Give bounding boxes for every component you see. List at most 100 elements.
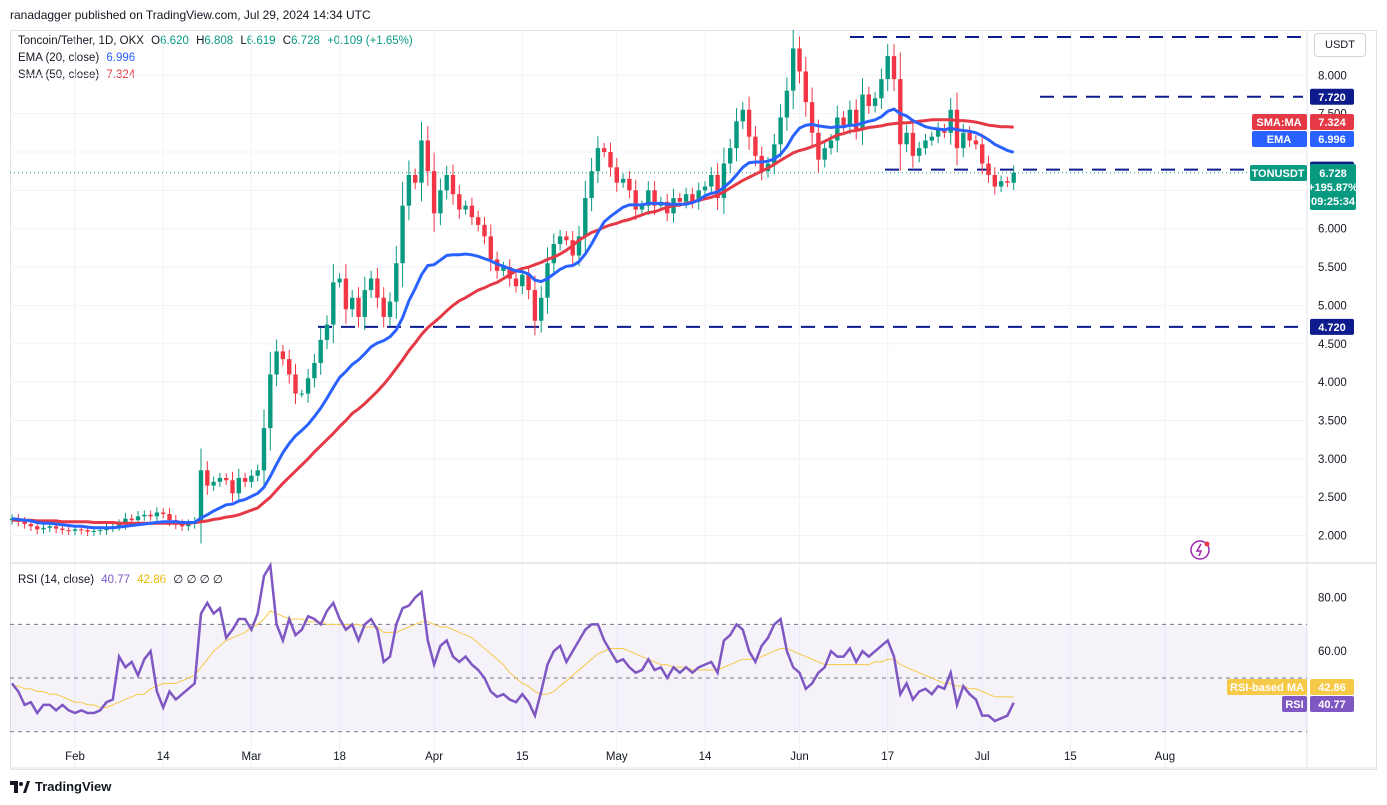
candle-body	[337, 278, 342, 283]
candle-body	[923, 140, 928, 149]
candle-body	[683, 194, 689, 202]
candle-body	[274, 351, 279, 375]
currency-button[interactable]: USDT	[1314, 33, 1366, 57]
ema-tag-value-box	[1310, 131, 1354, 147]
candle-body	[419, 140, 424, 183]
price-tag-value: 6.728	[1319, 168, 1347, 180]
candle-body	[507, 267, 512, 279]
candle-body	[879, 79, 884, 99]
candle-body	[224, 477, 229, 481]
candle-body	[652, 190, 657, 206]
candle-body	[261, 428, 267, 471]
price-tick-label: 8.000	[1318, 70, 1347, 82]
candle-body	[249, 475, 254, 482]
candle-body	[387, 301, 393, 317]
high-label: H	[196, 35, 205, 47]
candle-body	[47, 526, 52, 528]
axes: 8.0007.5006.0005.5005.0004.5004.0003.500…	[65, 70, 1347, 763]
ema-tag-name: EMA	[1267, 134, 1292, 146]
candle-body	[690, 194, 695, 202]
candle-body	[444, 175, 449, 191]
support-resistance-levels	[10, 35, 1307, 328]
candle-body	[980, 144, 985, 164]
candle-body	[299, 393, 304, 395]
candle-body	[167, 514, 172, 521]
candle-body	[381, 297, 386, 317]
sma-tag-name-box	[1252, 114, 1307, 130]
time-tick-label: 15	[1064, 751, 1077, 763]
ema-legend[interactable]: EMA (20, close) 6.996	[18, 52, 139, 64]
candle-body	[463, 205, 468, 210]
candles	[9, 29, 1016, 544]
candle-body	[709, 175, 714, 187]
candle-body	[986, 163, 991, 176]
candle-body	[772, 144, 777, 164]
alert-icon[interactable]	[1190, 540, 1210, 560]
candle-body	[539, 297, 544, 321]
rsi-line	[11, 561, 1015, 723]
candle-body	[627, 178, 632, 191]
candle-body	[148, 514, 153, 517]
price-tick-label: 3.000	[1318, 454, 1347, 466]
price-tick-label: 3.500	[1318, 415, 1347, 427]
candle-body	[759, 155, 764, 172]
symbol-title[interactable]: Toncoin/Tether, 1D, OKX	[18, 35, 144, 47]
candle-body	[917, 148, 922, 156]
candle-body	[854, 109, 859, 129]
candle-body	[646, 190, 651, 206]
price-tick-label: 5.000	[1318, 300, 1347, 312]
candle-body	[998, 181, 1004, 187]
candle-body	[595, 148, 601, 172]
candle-body	[324, 324, 330, 340]
candle-body	[860, 94, 865, 129]
candle-body	[305, 378, 311, 394]
candle-body	[205, 470, 210, 486]
open-label: O	[151, 35, 161, 47]
candle-body	[715, 175, 720, 199]
rsi-tick-label: 60.00	[1318, 646, 1347, 658]
candle-body	[400, 205, 405, 264]
publisher-header: ranadagger published on TradingView.com,…	[10, 8, 371, 22]
grid	[10, 31, 1377, 769]
candle-body	[312, 362, 317, 379]
change-value: +0.109 (+1.65%)	[327, 35, 413, 47]
candle-body	[545, 263, 550, 298]
rsi-extra-values: ∅ ∅ ∅ ∅	[173, 574, 223, 586]
candle-body	[809, 102, 815, 133]
rsi-lines	[11, 561, 1015, 723]
candle-body	[501, 267, 506, 271]
candle-body	[482, 224, 487, 237]
candle-body	[356, 297, 361, 317]
ema-value: 6.996	[106, 52, 136, 64]
price-tag-change: +195.87%	[1308, 182, 1358, 194]
candle-body	[135, 516, 141, 521]
candle-body	[872, 98, 878, 106]
candle-body	[98, 530, 103, 532]
level-tag-label: 7.720	[1318, 92, 1346, 104]
candle-body	[438, 190, 443, 214]
rsi-tick-label: 80.00	[1318, 593, 1347, 605]
time-tick-label: Jun	[790, 751, 809, 763]
candle-body	[450, 175, 456, 195]
price-tick-label: 2.000	[1318, 531, 1347, 543]
time-tick-label: Aug	[1155, 751, 1175, 763]
candle-body	[242, 477, 248, 482]
level-tag	[1310, 88, 1354, 105]
candle-body	[746, 109, 752, 137]
candle-body	[734, 121, 739, 149]
ema-tag-value: 6.996	[1318, 134, 1346, 146]
candle-body	[677, 198, 682, 202]
candle-body	[488, 236, 493, 260]
candle-body	[702, 186, 708, 191]
candle-body	[551, 244, 556, 264]
time-tick-label: Jul	[975, 751, 990, 763]
price-tick-label: 4.000	[1318, 377, 1347, 389]
tradingview-logo[interactable]: TradingView	[10, 779, 111, 794]
candle-body	[85, 530, 90, 532]
price-tag-countdown: 09:25:34	[1311, 196, 1356, 208]
candle-body	[179, 523, 185, 527]
close-value: 6.728	[291, 35, 320, 47]
close-label: C	[282, 35, 292, 47]
candle-body	[885, 56, 890, 80]
